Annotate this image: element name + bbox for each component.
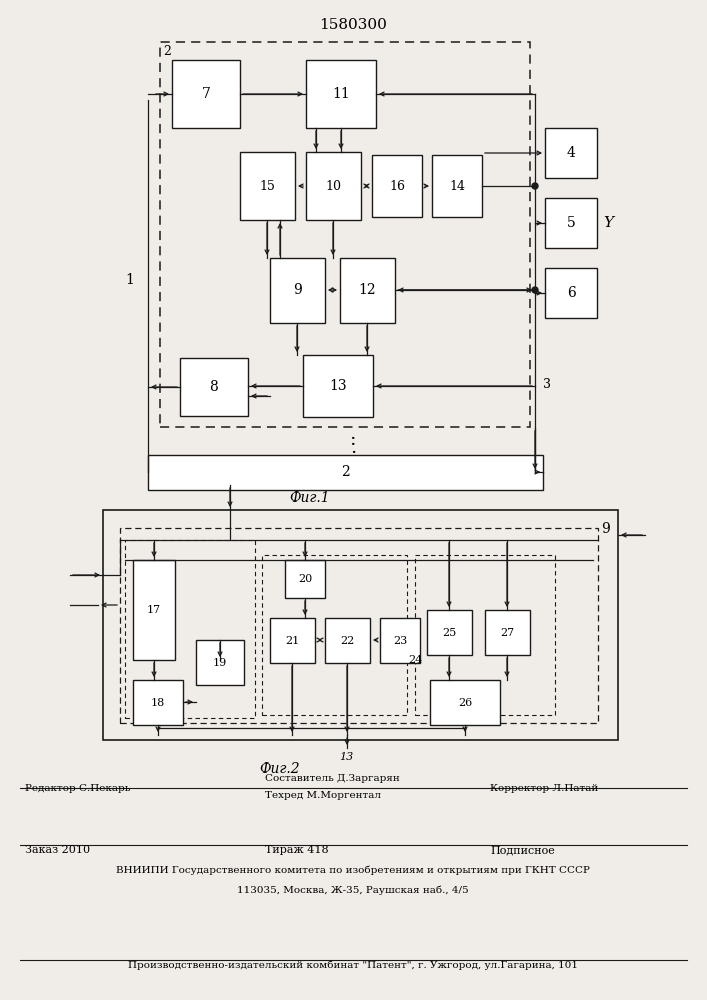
Text: 10: 10: [325, 180, 341, 192]
Text: 9: 9: [601, 522, 610, 536]
Text: 1580300: 1580300: [319, 18, 387, 32]
Text: 14: 14: [449, 180, 465, 192]
Bar: [432, 155, 482, 217]
Bar: [303, 355, 373, 417]
Text: 25: 25: [443, 628, 457, 638]
Bar: [545, 198, 597, 248]
Text: Заказ 2010: Заказ 2010: [25, 845, 90, 855]
Text: 23: 23: [393, 636, 407, 646]
Text: 13: 13: [329, 379, 347, 393]
Bar: [415, 555, 555, 715]
Text: Техред М.Моргентал: Техред М.Моргентал: [265, 791, 381, 800]
Bar: [240, 152, 295, 220]
Bar: [306, 152, 361, 220]
Text: 16: 16: [389, 180, 405, 192]
Bar: [545, 268, 597, 318]
Text: Редактор С.Пекарь: Редактор С.Пекарь: [25, 784, 130, 793]
Text: 12: 12: [358, 284, 376, 298]
Bar: [262, 555, 407, 715]
Bar: [120, 528, 598, 723]
Bar: [103, 510, 618, 740]
Bar: [545, 128, 597, 178]
Text: 9: 9: [293, 284, 302, 298]
Bar: [160, 42, 530, 427]
Text: Корректор Л.Патай: Корректор Л.Патай: [490, 784, 598, 793]
Text: 4: 4: [566, 146, 575, 160]
Bar: [306, 60, 376, 128]
Circle shape: [532, 287, 538, 293]
Bar: [270, 618, 315, 663]
Text: 21: 21: [286, 636, 300, 646]
Text: Производственно-издательский комбинат "Патент", г. Ужгород, ул.Гагарина, 101: Производственно-издательский комбинат "П…: [128, 960, 578, 970]
Text: 8: 8: [209, 380, 218, 394]
Bar: [180, 358, 248, 416]
Bar: [372, 155, 422, 217]
Bar: [133, 680, 183, 725]
Text: 27: 27: [501, 628, 515, 638]
Circle shape: [532, 183, 538, 189]
Text: Подписное: Подписное: [490, 845, 555, 855]
Text: 6: 6: [566, 286, 575, 300]
Text: 7: 7: [201, 87, 211, 101]
Text: .: .: [350, 439, 356, 457]
Text: 24: 24: [408, 655, 422, 665]
Text: 19: 19: [213, 658, 227, 668]
Bar: [380, 618, 420, 663]
Text: 22: 22: [340, 636, 355, 646]
Bar: [285, 560, 325, 598]
Bar: [125, 540, 255, 718]
Text: 1: 1: [126, 273, 134, 287]
Text: Фиг.1: Фиг.1: [290, 491, 330, 505]
Text: 18: 18: [151, 698, 165, 708]
Text: 26: 26: [458, 698, 472, 708]
Bar: [148, 455, 543, 490]
Text: 17: 17: [147, 605, 161, 615]
Text: Фиг.2: Фиг.2: [259, 762, 300, 776]
Text: 15: 15: [259, 180, 276, 192]
Text: 2: 2: [341, 466, 350, 480]
Bar: [133, 560, 175, 660]
Text: 5: 5: [566, 216, 575, 230]
Bar: [485, 610, 530, 655]
Text: 11: 11: [332, 87, 350, 101]
Text: Y: Y: [603, 216, 613, 230]
Bar: [430, 680, 500, 725]
Bar: [325, 618, 370, 663]
Text: 113035, Москва, Ж-35, Раушская наб., 4/5: 113035, Москва, Ж-35, Раушская наб., 4/5: [237, 886, 469, 895]
Bar: [427, 610, 472, 655]
Text: :: :: [350, 431, 356, 449]
Bar: [270, 258, 325, 323]
Bar: [196, 640, 244, 685]
Text: 3: 3: [543, 378, 551, 391]
Bar: [172, 60, 240, 128]
Text: 2: 2: [163, 45, 171, 58]
Text: 20: 20: [298, 574, 312, 584]
Text: 13: 13: [339, 752, 354, 762]
Bar: [340, 258, 395, 323]
Text: Составитель Д.Заргарян: Составитель Д.Заргарян: [265, 774, 399, 783]
Text: ВНИИПИ Государственного комитета по изобретениям и открытиям при ГКНТ СССР: ВНИИПИ Государственного комитета по изоб…: [116, 865, 590, 875]
Text: Тираж 418: Тираж 418: [265, 845, 329, 855]
